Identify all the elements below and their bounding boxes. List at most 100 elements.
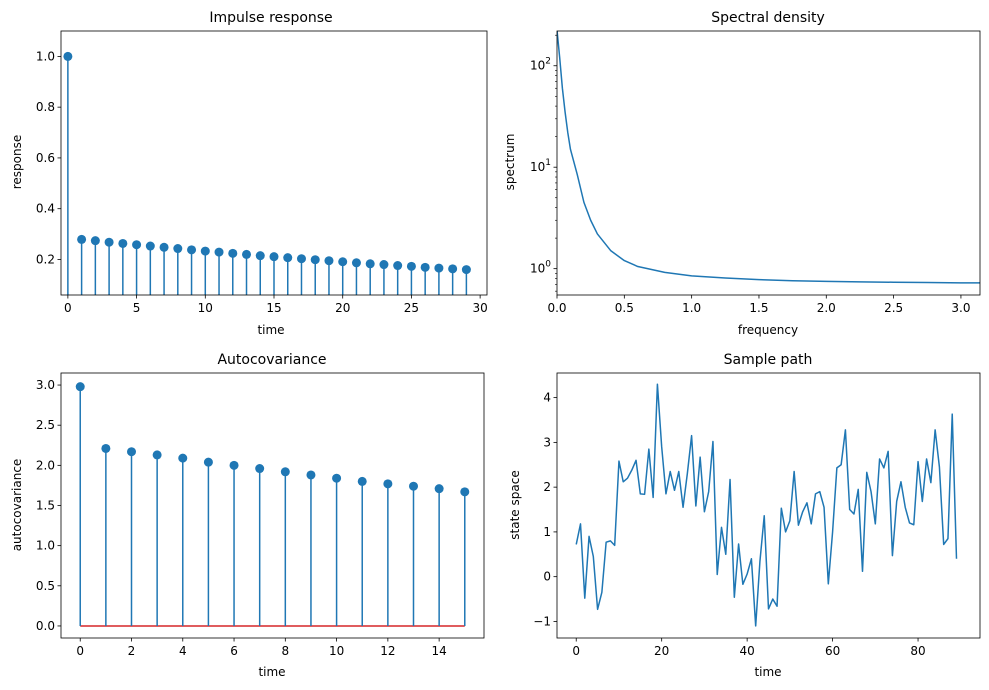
autocovariance-marker-3 [152, 450, 162, 460]
impulse-response-marker-12 [228, 248, 238, 258]
autocovariance-marker-9 [306, 470, 316, 480]
spectral-density-line [557, 31, 980, 284]
impulse-response-ytick-label-4: 1.0 [36, 49, 55, 63]
impulse-response-marker-15 [269, 252, 279, 262]
impulse-response-marker-29 [461, 265, 471, 275]
spectral-density-panel: Spectral density frequency spectrum 0.0 0… [503, 10, 981, 337]
sample-path-ylabel: state space [508, 470, 522, 539]
autocovariance-xtick-label-7: 14 [431, 644, 446, 658]
spectral-density-xtick-label-3: 1.5 [749, 301, 768, 315]
impulse-response-marker-1 [77, 234, 87, 244]
spectral-density-ylabel: spectrum [503, 134, 517, 191]
impulse-response-ytick-label-2: 0.6 [36, 151, 55, 165]
autocovariance-marker-12 [383, 479, 393, 489]
sample-path-ytick-label-1: 0 [543, 570, 551, 584]
impulse-response-marker-20 [338, 257, 348, 267]
sample-path-axes-frame [556, 372, 981, 639]
autocovariance-marker-14 [434, 484, 444, 494]
sample-path-xtick-label-4: 80 [910, 644, 925, 658]
impulse-response-panel: Impulse response time response 0 5 10 15 20 2… [10, 10, 488, 337]
spectral-density-xlabel: frequency [738, 323, 798, 337]
spectral-density-xtick-label-5: 2.5 [884, 301, 903, 315]
sample-path-line [575, 383, 958, 627]
sample-path-ytick-label-4: 3 [543, 435, 551, 449]
spectral-density-plot-area [557, 31, 980, 284]
impulse-response-marker-27 [434, 263, 444, 273]
autocovariance-marker-15 [460, 487, 470, 497]
impulse-response-marker-23 [379, 260, 389, 270]
autocovariance-xtick-label-5: 10 [329, 644, 344, 658]
impulse-response-ytick-label-3: 0.8 [36, 100, 55, 114]
autocovariance-xtick-label-4: 8 [281, 644, 289, 658]
spectral-density-title: Spectral density [711, 10, 825, 26]
impulse-response-xtick-label-4: 20 [335, 301, 350, 315]
impulse-response-marker-28 [448, 264, 458, 274]
autocovariance-marker-2 [127, 447, 136, 457]
spectral-density-axes-frame [556, 30, 981, 296]
impulse-response-marker-5 [132, 240, 142, 250]
autocovariance-panel: Autocovariance time autocovariance 0 2 4 6 8… [10, 352, 485, 679]
autocovariance-marker-10 [332, 473, 342, 483]
impulse-response-marker-4 [118, 238, 128, 248]
autocovariance-marker-4 [178, 453, 188, 463]
impulse-response-marker-18 [310, 255, 320, 265]
autocovariance-xtick-label-3: 6 [230, 644, 238, 658]
impulse-response-marker-21 [351, 258, 361, 268]
impulse-response-xtick-label-3: 15 [266, 301, 281, 315]
autocovariance-marker-13 [409, 481, 418, 491]
impulse-response-marker-6 [145, 241, 155, 251]
impulse-response-marker-8 [173, 244, 183, 254]
autocovariance-xtick-label-6: 12 [380, 644, 395, 658]
autocovariance-plot-area [75, 382, 470, 627]
autocovariance-ytick-label-6: 3.0 [36, 378, 55, 392]
sample-path-xtick-label-0: 0 [572, 644, 580, 658]
impulse-response-ylabel: response [10, 135, 24, 190]
autocovariance-marker-6 [229, 460, 239, 470]
impulse-response-marker-13 [242, 249, 252, 259]
impulse-response-marker-24 [393, 261, 403, 271]
impulse-response-xtick-label-2: 10 [198, 301, 213, 315]
spectral-density-xtick-label-2: 1.0 [682, 301, 701, 315]
sample-path-xtick-label-2: 40 [739, 644, 754, 658]
impulse-response-marker-14 [255, 251, 265, 261]
sample-path-ytick-label-0: −1 [533, 614, 551, 628]
sample-path-panel: Sample path time state space 0 20 40 60 80−1… [508, 352, 981, 679]
spectral-density-ytick-label-0: 100 [530, 260, 551, 276]
impulse-response-plot-area [63, 51, 471, 295]
impulse-response-marker-0 [63, 51, 73, 61]
sample-path-ytick-label-2: 1 [543, 525, 551, 539]
impulse-response-ytick-label-0: 0.2 [36, 252, 55, 266]
sample-path-plot-area [575, 383, 958, 627]
impulse-response-marker-10 [200, 246, 210, 256]
impulse-response-xtick-label-6: 30 [472, 301, 487, 315]
impulse-response-xtick-label-0: 0 [64, 301, 72, 315]
sample-path-xlabel: time [754, 665, 781, 679]
impulse-response-xtick-label-5: 25 [404, 301, 419, 315]
spectral-density-xtick-label-6: 3.0 [951, 301, 970, 315]
autocovariance-ytick-label-5: 2.5 [36, 418, 55, 432]
autocovariance-ytick-label-3: 1.5 [36, 499, 55, 513]
autocovariance-ytick-label-0: 0.0 [36, 619, 55, 633]
spectral-density-ytick-label-1: 101 [530, 158, 551, 174]
autocovariance-xtick-label-0: 0 [76, 644, 84, 658]
impulse-response-marker-17 [296, 254, 306, 264]
sample-path-ytick-label-3: 2 [543, 480, 551, 494]
autocovariance-axes-frame [60, 372, 485, 639]
sample-path-title: Sample path [724, 352, 813, 368]
autocovariance-ylabel: autocovariance [10, 459, 24, 552]
autocovariance-marker-1 [101, 443, 111, 453]
sample-path-xtick-label-3: 60 [825, 644, 840, 658]
autocovariance-xtick-label-2: 4 [179, 644, 187, 658]
impulse-response-marker-11 [214, 247, 224, 257]
autocovariance-marker-5 [203, 457, 213, 467]
impulse-response-ytick-label-1: 0.4 [36, 202, 55, 216]
autocovariance-ytick-label-1: 0.5 [36, 579, 55, 593]
autocovariance-ytick-label-4: 2.0 [36, 458, 55, 472]
impulse-response-xtick-label-1: 5 [133, 301, 141, 315]
impulse-response-marker-2 [90, 236, 100, 246]
autocovariance-xtick-label-1: 2 [128, 644, 136, 658]
impulse-response-marker-7 [159, 242, 169, 252]
autocovariance-title: Autocovariance [217, 352, 326, 368]
impulse-response-xlabel: time [257, 323, 284, 337]
